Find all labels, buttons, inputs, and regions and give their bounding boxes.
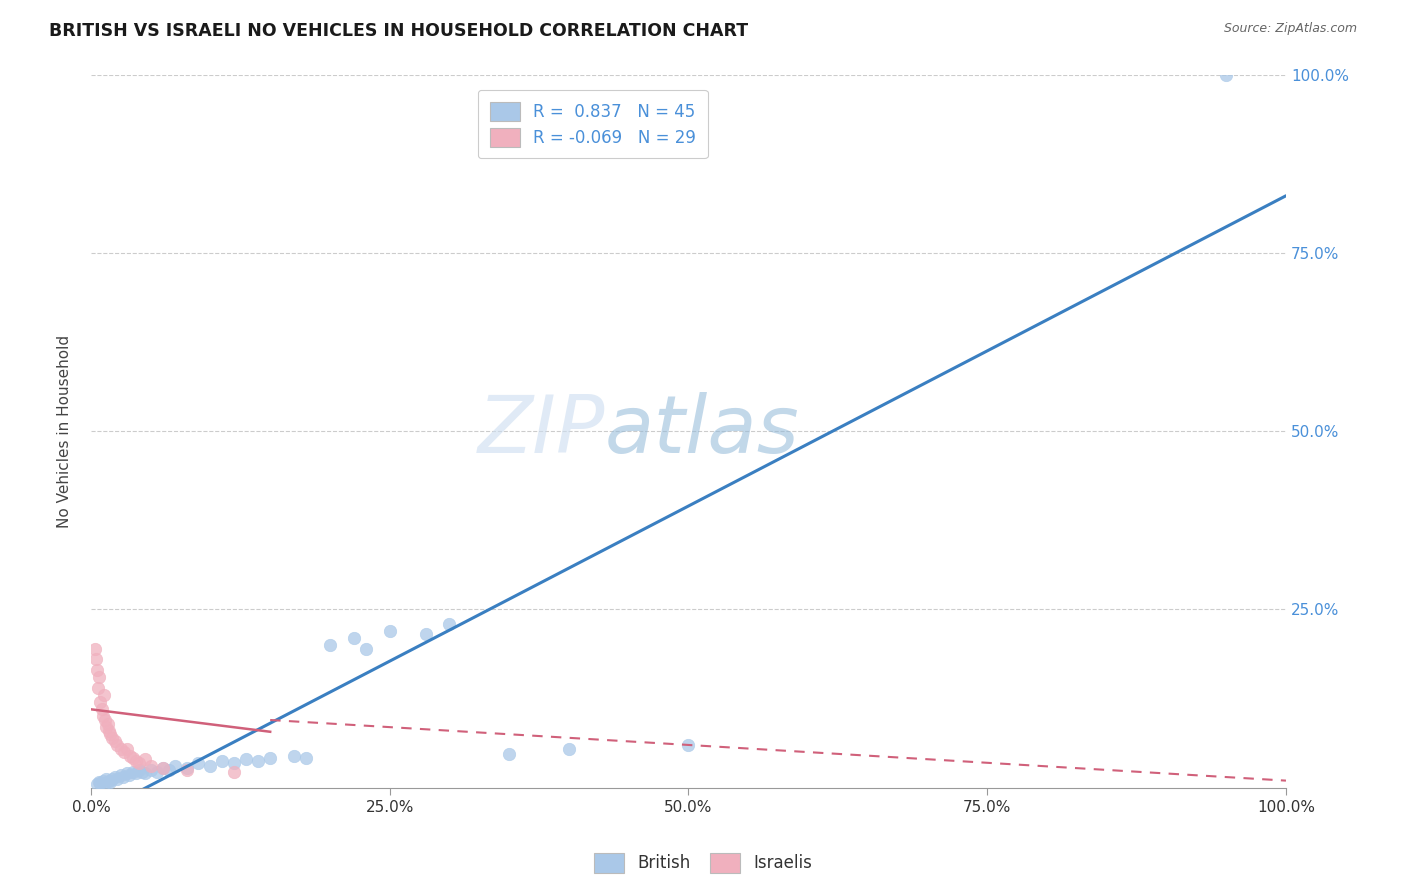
Point (83, 641, 105, 656)
Point (97, 716, 120, 731)
Text: ZIP: ZIP (478, 392, 605, 470)
Text: Source: ZipAtlas.com: Source: ZipAtlas.com (1223, 22, 1357, 36)
Point (94, 713, 117, 727)
Point (96, 772, 118, 787)
Point (96, 720, 118, 734)
Point (319, 638, 342, 652)
Point (101, 772, 124, 787)
Point (415, 627, 437, 641)
Point (98, 727, 121, 741)
Point (118, 768, 141, 782)
Point (139, 759, 162, 773)
Point (105, 738, 128, 752)
Point (89, 776, 111, 790)
Point (343, 631, 366, 645)
Point (259, 751, 281, 765)
Point (93, 688, 115, 702)
Point (90, 702, 112, 716)
Point (89, 670, 111, 684)
Point (91, 773, 114, 788)
Point (378, 624, 401, 638)
Point (125, 754, 148, 768)
Point (120, 748, 142, 763)
Point (121, 765, 143, 780)
Point (112, 770, 135, 784)
Legend: British, Israelis: British, Israelis (586, 847, 820, 880)
Point (224, 765, 246, 780)
Point (152, 761, 174, 775)
Point (97, 723, 120, 738)
Point (125, 766, 148, 780)
Point (224, 756, 246, 770)
Point (98, 775, 121, 789)
Point (247, 754, 270, 768)
Point (112, 745, 135, 759)
Point (145, 765, 167, 780)
Point (104, 734, 127, 748)
Point (97, 773, 120, 788)
Point (187, 756, 209, 770)
Point (157, 763, 180, 777)
Point (128, 756, 150, 770)
Text: atlas: atlas (605, 392, 800, 470)
Point (128, 763, 150, 777)
Point (89, 695, 111, 709)
Point (152, 761, 174, 775)
Legend: R =  0.837   N = 45, R = -0.069   N = 29: R = 0.837 N = 45, R = -0.069 N = 29 (478, 90, 707, 159)
Point (86, 777, 108, 791)
Point (101, 731, 124, 745)
Point (354, 641, 377, 656)
Point (131, 765, 153, 780)
Point (200, 759, 222, 773)
Point (678, 738, 700, 752)
Point (94, 776, 117, 790)
Point (139, 763, 162, 777)
Point (91, 709, 114, 723)
Point (283, 748, 305, 763)
Y-axis label: No Vehicles in Household: No Vehicles in Household (58, 334, 72, 528)
Point (110, 768, 132, 782)
Point (176, 763, 198, 777)
Point (110, 741, 132, 756)
Point (104, 770, 127, 784)
Point (115, 766, 138, 780)
Point (121, 751, 143, 765)
Point (235, 752, 257, 766)
Point (176, 761, 198, 775)
Point (295, 751, 318, 765)
Point (84, 652, 107, 666)
Point (211, 754, 233, 768)
Point (105, 772, 128, 787)
Text: BRITISH VS ISRAELI NO VEHICLES IN HOUSEHOLD CORRELATION CHART: BRITISH VS ISRAELI NO VEHICLES IN HOUSEH… (49, 22, 748, 40)
Point (87, 681, 110, 695)
Point (134, 766, 156, 780)
Point (498, 747, 520, 761)
Point (134, 752, 156, 766)
Point (558, 741, 581, 756)
Point (439, 616, 461, 631)
Point (115, 741, 138, 756)
Point (1215, 68, 1237, 82)
Point (163, 759, 186, 773)
Point (86, 663, 108, 677)
Point (89, 775, 111, 789)
